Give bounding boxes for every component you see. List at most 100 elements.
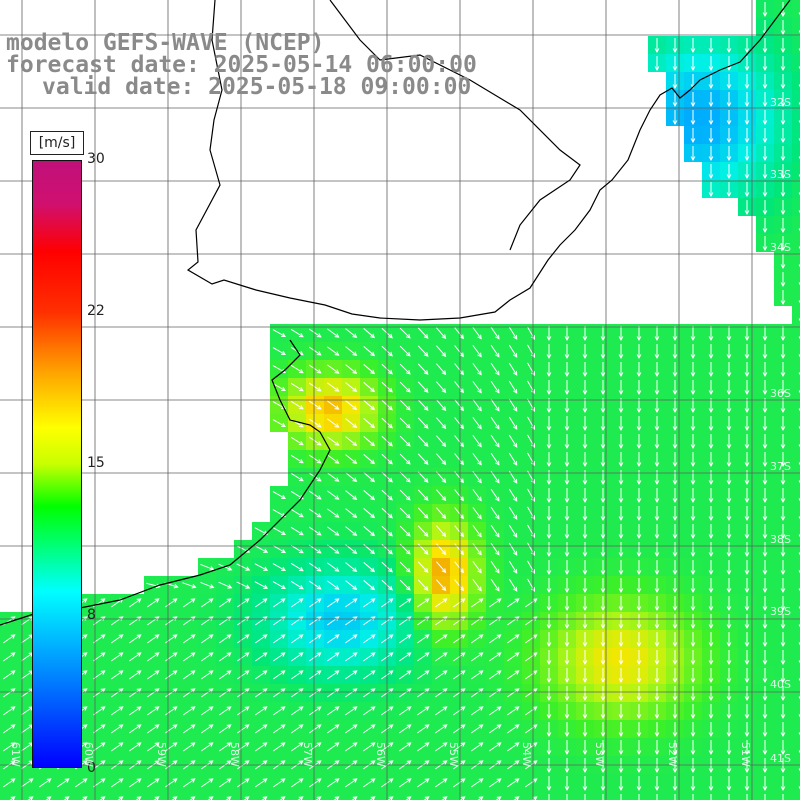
wind-arrow: [416, 742, 430, 752]
wind-arrow: [618, 380, 624, 396]
wind-arrow: [308, 346, 322, 356]
valid-date: valid date: 2025-05-18 09:00:00: [42, 74, 472, 100]
wind-arrow: [434, 778, 448, 788]
wind-arrow: [452, 706, 466, 716]
wind-speed-cell: [414, 792, 432, 800]
wind-arrow: [726, 704, 732, 720]
wind-arrow: [327, 328, 340, 338]
wind-arrow: [2, 706, 16, 716]
wind-arrow: [618, 542, 624, 558]
wind-arrow: [546, 704, 552, 720]
lat-label: 32S: [770, 96, 791, 109]
wind-arrow: [744, 146, 750, 162]
wind-arrow: [618, 326, 624, 342]
wind-arrow: [674, 794, 676, 800]
wind-arrow: [290, 544, 304, 554]
wind-arrow: [488, 724, 502, 734]
lat-label: 36S: [770, 387, 791, 400]
wind-speed-cell: [54, 792, 72, 800]
wind-arrow: [744, 614, 750, 630]
wind-arrow: [308, 562, 322, 572]
wind-arrow: [692, 794, 694, 800]
wind-arrow: [672, 668, 678, 684]
wind-arrow: [488, 598, 502, 608]
wind-arrow: [690, 560, 696, 576]
wind-arrow: [327, 508, 340, 518]
wind-arrow: [600, 416, 606, 432]
wind-arrow: [290, 508, 304, 518]
colorbar-tick: 0: [87, 760, 96, 776]
wind-arrow: [218, 652, 232, 662]
wind-arrow: [417, 471, 429, 483]
wind-arrow: [708, 452, 714, 468]
wind-arrow: [726, 596, 732, 612]
wind-speed-cell: [792, 144, 800, 162]
wind-arrow: [200, 706, 214, 716]
wind-arrow: [546, 578, 552, 594]
wind-arrow: [618, 704, 624, 720]
wind-arrow: [344, 706, 358, 716]
wind-arrow: [436, 381, 447, 394]
wind-arrow: [690, 110, 696, 126]
wind-speed-cell: [792, 108, 800, 126]
wind-arrow: [399, 417, 411, 429]
wind-arrow: [672, 38, 678, 54]
wind-arrow: [417, 399, 429, 411]
wind-arrow: [2, 652, 16, 662]
wind-arrow: [236, 778, 250, 788]
wind-arrow: [654, 614, 660, 630]
wind-arrow: [417, 363, 429, 375]
wind-arrow: [726, 92, 732, 108]
wind-arrow: [564, 578, 570, 594]
wind-arrow: [744, 632, 750, 648]
wind-arrow: [636, 740, 642, 756]
wind-arrow: [345, 472, 358, 483]
wind-arrow: [780, 650, 786, 666]
wind-arrow: [254, 598, 268, 608]
wind-arrow: [436, 543, 447, 556]
wind-arrow: [564, 704, 570, 720]
wind-arrow: [564, 344, 570, 360]
wind-arrow: [744, 74, 750, 90]
wind-arrow: [564, 506, 570, 522]
wind-arrow: [564, 362, 570, 378]
wind-arrow: [744, 182, 750, 198]
wind-arrow: [508, 380, 518, 394]
wind-arrow: [488, 778, 502, 788]
wind-arrow: [272, 742, 286, 752]
wind-arrow: [780, 380, 786, 396]
wind-arrow: [472, 435, 482, 448]
wind-arrow: [472, 579, 482, 592]
wind-arrow: [344, 652, 358, 662]
wind-arrow: [254, 634, 268, 644]
wind-speed-cell: [792, 792, 800, 800]
wind-arrow: [600, 344, 606, 360]
wind-arrow: [726, 182, 732, 198]
wind-arrow: [452, 634, 466, 644]
wind-arrow: [254, 670, 268, 680]
wind-arrow: [290, 364, 304, 374]
wind-arrow: [344, 688, 358, 698]
wind-speed-cell: [486, 792, 504, 800]
wind-arrow: [327, 364, 340, 374]
wind-arrow: [218, 706, 232, 716]
wind-arrow: [690, 128, 696, 144]
wind-arrow: [636, 416, 642, 432]
lon-label: 61W: [9, 742, 22, 767]
wind-arrow: [582, 632, 588, 648]
wind-arrow: [38, 778, 52, 788]
wind-arrow: [654, 686, 660, 702]
wind-arrow: [399, 435, 411, 447]
wind-arrow: [399, 327, 411, 339]
wind-arrow: [582, 740, 588, 756]
wind-arrow: [308, 436, 322, 446]
wind-arrow: [308, 688, 322, 698]
wind-arrow: [524, 778, 538, 788]
wind-arrow: [524, 688, 538, 698]
wind-arrow: [654, 38, 660, 54]
colorbar: [32, 160, 82, 768]
wind-arrow: [363, 382, 376, 393]
colorbar-units: [m/s]: [30, 131, 84, 155]
wind-arrow: [744, 740, 750, 756]
